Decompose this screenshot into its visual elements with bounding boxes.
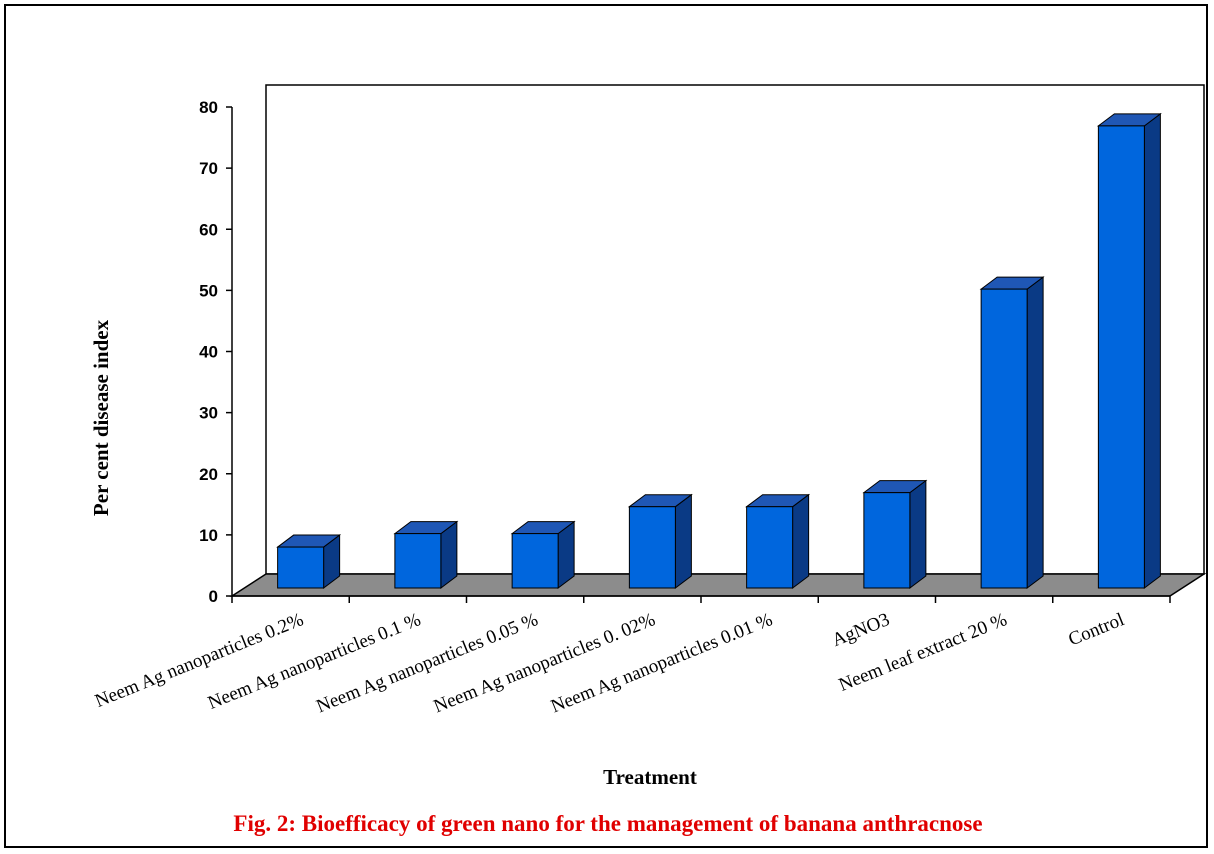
y-tick-label: 20 — [199, 465, 218, 484]
y-tick-label: 10 — [199, 526, 218, 545]
bar-side — [1143, 112, 1161, 589]
chart-floor — [229, 573, 1207, 597]
x-tick-labels: Neem Ag nanoparticles 0.2%Neem Ag nanopa… — [92, 609, 1127, 717]
y-tick-label: 80 — [199, 98, 218, 117]
y-axis-title: Per cent disease index — [89, 319, 113, 516]
y-tick-label: 60 — [199, 220, 218, 239]
x-axis-title: Treatment — [603, 765, 697, 789]
x-tick-label: Control — [1066, 609, 1128, 650]
bar — [980, 288, 1028, 589]
y-tick-label: 70 — [199, 159, 218, 178]
x-tick-label: AgNO3 — [829, 609, 893, 651]
bar — [746, 506, 794, 589]
bar-side — [792, 493, 810, 589]
x-tick-label: Neem Ag nanoparticles 0.05 % — [313, 609, 541, 717]
bar — [1097, 125, 1145, 589]
y-tick-label: 40 — [199, 343, 218, 362]
y-tick-label: 50 — [199, 281, 218, 300]
y-tick-label: 0 — [209, 587, 218, 606]
x-tick-label: Neem Ag nanoparticles 0. 02% — [431, 609, 659, 717]
bar — [394, 533, 442, 589]
y-tick-label: 30 — [199, 404, 218, 423]
back-wall — [265, 84, 1205, 575]
bar-side — [674, 493, 692, 589]
bar — [863, 492, 911, 589]
bar — [511, 533, 559, 589]
bar-side — [1026, 276, 1044, 589]
bar — [277, 546, 325, 589]
bar-side — [909, 479, 927, 589]
chart-axes — [226, 106, 1171, 603]
bar — [628, 506, 676, 589]
floor-plane — [229, 573, 1207, 597]
y-tick-labels: 0 10 20 30 40 50 60 70 80 — [199, 98, 218, 606]
bars — [276, 112, 1162, 589]
figure-caption: Fig. 2: Bioefficacy of green nano for th… — [233, 811, 982, 836]
plot-area-background — [265, 84, 1205, 575]
x-tick-label: Neem Ag nanoparticles 0.01 % — [548, 609, 776, 717]
x-tick-label: Neem Ag nanoparticles 0.2% — [92, 609, 306, 712]
